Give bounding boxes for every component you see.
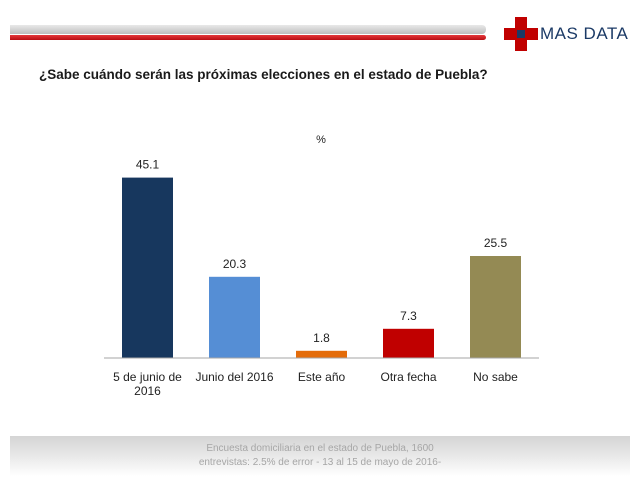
bar-1 xyxy=(209,276,260,358)
footer-line-2: entrevistas: 2.5% de error - 13 al 15 de… xyxy=(198,457,442,468)
category-label-2: Este año xyxy=(298,370,346,384)
category-label-1: Junio del 2016 xyxy=(195,370,273,384)
unit-label: % xyxy=(316,134,326,146)
data-label-2: 1.8 xyxy=(313,331,330,345)
bar-0 xyxy=(122,177,173,358)
bar-3 xyxy=(383,328,434,358)
bar-2 xyxy=(296,350,347,358)
bar-4 xyxy=(470,256,521,358)
footer-text: Encuesta domiciliaria en el estado de Pu… xyxy=(10,442,630,470)
category-label-0: 5 de junio de 2016 xyxy=(113,370,182,398)
medical-cross-icon xyxy=(504,17,538,51)
data-label-1: 20.3 xyxy=(223,257,247,271)
data-label-3: 7.3 xyxy=(400,309,417,323)
bar-chart: 45.1 5 de junio de 2016 20.3 Junio del 2016 1… xyxy=(104,158,539,398)
category-label-3: Otra fecha xyxy=(380,370,436,384)
header-bar-red xyxy=(10,35,486,40)
mas-data-logo: MAS DATA xyxy=(504,16,629,52)
footer-line-1: Encuesta domiciliaria en el estado de Pu… xyxy=(206,443,434,454)
data-label-4: 25.5 xyxy=(484,236,508,250)
category-label-4: No sabe xyxy=(473,370,518,384)
logo-text: MAS DATA xyxy=(540,24,629,43)
chart-question: ¿Sabe cuándo serán las próximas eleccion… xyxy=(39,67,488,82)
header-bar xyxy=(10,25,486,41)
header-bar-grey xyxy=(10,25,486,34)
data-label-0: 45.1 xyxy=(136,158,160,172)
footer-band: Encuesta domiciliaria en el estado de Pu… xyxy=(10,436,630,476)
